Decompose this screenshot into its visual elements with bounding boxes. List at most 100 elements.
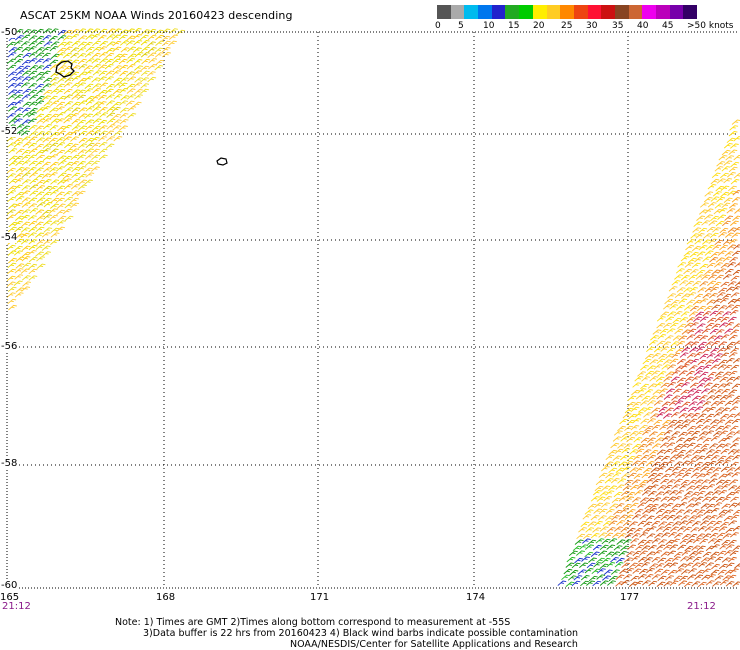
- wind-barb: [722, 533, 732, 539]
- wind-barb: [733, 136, 740, 142]
- wind-barb: [686, 299, 695, 306]
- wind-barb: [711, 358, 721, 364]
- wind-barb: [696, 400, 706, 406]
- wind-barb: [78, 35, 87, 41]
- wind-barb: [99, 82, 108, 88]
- wind-barb: [690, 455, 700, 461]
- wind-barb: [730, 275, 740, 282]
- wind-barb: [63, 184, 73, 190]
- wind-barb: [584, 568, 594, 574]
- wind-barb: [126, 35, 136, 41]
- wind-barb: [155, 40, 164, 46]
- wind-barb: [673, 311, 683, 317]
- wind-barb: [732, 215, 740, 221]
- wind-barb: [684, 394, 694, 400]
- wind-barb: [127, 106, 137, 112]
- wind-barb: [705, 244, 715, 251]
- wind-barb: [694, 257, 703, 263]
- wind-barb: [712, 227, 721, 233]
- wind-barb: [21, 160, 31, 166]
- wind-barb: [681, 329, 691, 335]
- wind-barb: [656, 340, 666, 347]
- wind-barb: [651, 407, 661, 414]
- wind-barb: [670, 412, 680, 418]
- wind-barb: [697, 413, 707, 419]
- wind-barb: [28, 203, 37, 209]
- wind-barb: [43, 214, 52, 220]
- wind-barb: [653, 419, 663, 426]
- colorbar-swatch: [450, 5, 465, 19]
- wind-barb: [632, 550, 642, 557]
- wind-barb: [43, 220, 52, 226]
- wind-barb: [608, 485, 617, 491]
- wind-barb: [704, 269, 713, 276]
- wind-barb: [628, 413, 637, 420]
- wind-barb: [132, 101, 142, 108]
- wind-barb: [702, 496, 711, 503]
- wind-barb: [20, 82, 30, 88]
- wind-barb: [176, 29, 186, 36]
- wind-barb: [140, 52, 150, 58]
- wind-barb: [725, 394, 735, 400]
- wind-barb: [702, 256, 712, 262]
- wind-barb: [688, 497, 697, 503]
- wind-barb: [714, 389, 724, 395]
- wind-barb: [719, 544, 729, 550]
- wind-barb: [70, 34, 80, 40]
- wind-barb: [687, 479, 697, 486]
- wind-barb: [697, 526, 707, 532]
- wind-barb: [618, 496, 628, 502]
- wind-barb: [36, 154, 45, 161]
- wind-barb: [154, 47, 164, 54]
- wind-barb: [678, 370, 688, 376]
- wind-barb: [680, 443, 689, 450]
- wind-barb: [709, 532, 719, 539]
- wind-barb: [725, 527, 735, 534]
- wind-barb: [70, 53, 79, 59]
- wind-barb: [646, 346, 655, 353]
- wind-barb: [619, 568, 629, 574]
- wind-barb: [633, 437, 643, 443]
- colorbar-label: 40: [637, 21, 649, 31]
- wind-barb: [643, 521, 653, 528]
- wind-barb: [7, 83, 17, 89]
- wind-barb: [675, 472, 684, 479]
- wind-barb: [127, 53, 137, 59]
- wind-barb: [633, 454, 642, 461]
- wind-barb: [710, 286, 719, 293]
- wind-barb: [657, 575, 667, 582]
- wind-barb: [118, 34, 128, 41]
- wind-barb: [730, 364, 740, 371]
- wind-barb: [118, 82, 128, 89]
- wind-barb: [71, 65, 80, 71]
- wind-barb: [640, 418, 650, 425]
- wind-barb: [105, 70, 115, 76]
- wind-barb: [49, 107, 58, 113]
- wind-barb: [106, 41, 116, 47]
- wind-barb: [14, 89, 23, 96]
- wind-barb: [77, 166, 87, 172]
- wind-barb: [686, 539, 695, 545]
- wind-barb: [113, 94, 123, 100]
- wind-barb: [642, 509, 651, 515]
- wind-barb: [619, 508, 629, 514]
- wind-barb: [42, 179, 52, 185]
- wind-barb: [641, 562, 650, 568]
- wind-barb: [727, 281, 737, 287]
- wind-barb: [78, 179, 88, 185]
- colorbar-label: 20: [533, 21, 545, 31]
- wind-barb: [701, 574, 711, 581]
- wind-barb: [642, 430, 651, 436]
- wind-barb: [601, 466, 610, 472]
- wind-barb: [49, 161, 59, 168]
- wind-barb: [730, 532, 739, 538]
- wind-barb: [688, 418, 698, 424]
- colorbar-swatch: [519, 5, 533, 19]
- wind-barb: [692, 538, 702, 544]
- wind-barb: [574, 557, 583, 564]
- wind-barb: [677, 377, 686, 383]
- wind-barb: [680, 556, 689, 562]
- wind-barb: [77, 58, 87, 65]
- wind-barb: [36, 76, 45, 82]
- wind-barb: [721, 443, 731, 449]
